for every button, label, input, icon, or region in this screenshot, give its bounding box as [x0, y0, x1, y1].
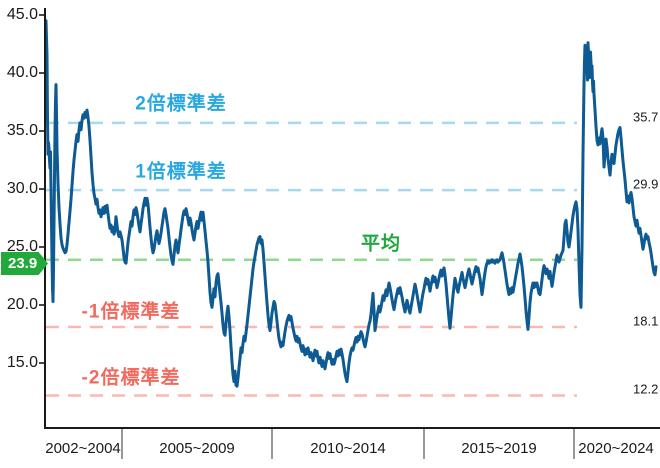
x-axis-period-label: 2015~2019 — [461, 440, 537, 457]
band-value-label-plus2sd: 35.7 — [633, 109, 659, 125]
band-name-label-plus2sd: 2倍標準差 — [135, 93, 227, 115]
band-name-label-minus2sd: -2倍標準差 — [81, 367, 181, 389]
band-value-label-plus1sd: 29.9 — [633, 176, 659, 192]
band-name-label-mean: 平均 — [360, 233, 402, 255]
y-tick-label: 45.0 — [6, 6, 38, 23]
pe-ratio-series-line — [44, 19, 658, 388]
x-axis-period-label: 2020~2024 — [578, 440, 654, 457]
y-tick-label: 30.0 — [6, 180, 38, 197]
mean-value-badge: 23.9 — [1, 252, 48, 275]
y-tick-label: 35.0 — [6, 122, 38, 139]
x-axis-period-label: 2005~2009 — [159, 440, 235, 457]
x-axis-period-label: 2002~2004 — [45, 440, 121, 457]
x-axis-period-label: 2010~2014 — [310, 440, 386, 457]
band-name-label-minus1sd: -1倍標準差 — [81, 301, 181, 323]
band-value-label-minus2sd: 12.2 — [633, 381, 659, 397]
y-tick-label: 15.0 — [6, 354, 38, 371]
y-tick-label: 25.0 — [6, 238, 38, 255]
y-tick-label: 40.0 — [6, 64, 38, 81]
band-value-label-minus1sd: 18.1 — [633, 313, 659, 329]
y-tick-label: 20.0 — [6, 296, 38, 313]
band-name-label-plus1sd: 1倍標準差 — [135, 161, 227, 183]
